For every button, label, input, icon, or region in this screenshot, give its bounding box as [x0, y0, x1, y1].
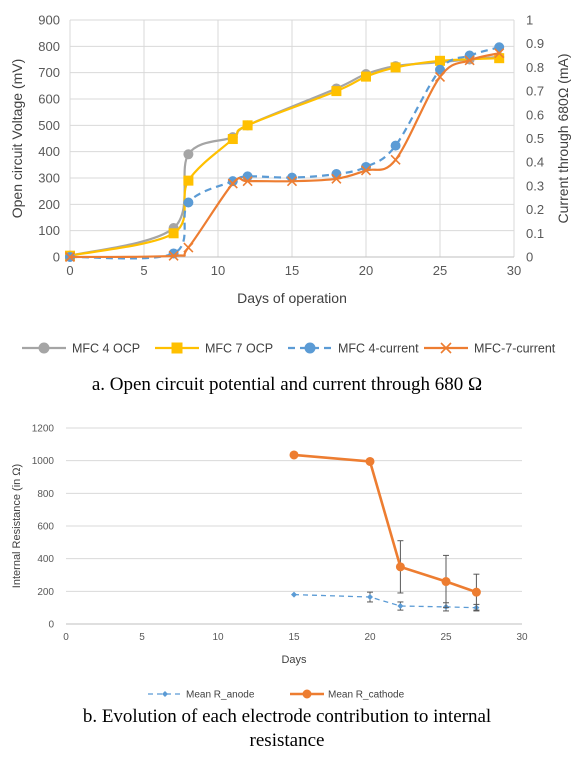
y2-tick-label: 0.3: [526, 178, 544, 193]
series-line: [294, 455, 476, 592]
y-tick-label: 200: [37, 587, 54, 598]
x-tick-label: 10: [211, 263, 225, 278]
legend-label: MFC 4-current: [338, 342, 419, 356]
y-tick-label: 400: [38, 144, 60, 159]
y-tick-label: 500: [38, 118, 60, 133]
x-tick-label: 25: [440, 632, 452, 643]
data-point: [291, 592, 297, 598]
legend-swatch-marker: [305, 343, 315, 353]
caption-a: a. Open circuit potential and current th…: [92, 374, 482, 395]
series-line: [70, 47, 499, 258]
y-tick-label: 600: [38, 92, 60, 107]
y-axis-title: Internal Resistance (in Ω): [11, 464, 23, 588]
y2-tick-label: 0.4: [526, 155, 544, 170]
data-point: [472, 588, 480, 596]
chart-internal-resistance: 0 200 400 600 800 1000 1200 0 5 10 15 20 25 30 Days Int…: [11, 424, 528, 667]
series-1: [66, 54, 504, 261]
x-tick-label: 20: [364, 632, 376, 643]
legend-swatch-marker: [39, 343, 49, 353]
legend-internal-resistance: Mean R_anode Mean R_cathode: [148, 690, 405, 701]
data-point: [243, 121, 252, 130]
data-point: [436, 56, 445, 65]
data-point: [290, 451, 298, 459]
data-point: [495, 54, 504, 63]
legend-swatch-marker: [172, 343, 182, 353]
legend-label: MFC 7 OCP: [205, 342, 273, 356]
y-tick-label: 700: [38, 65, 60, 80]
series-line: [70, 58, 499, 256]
x-axis-title: Days of operation: [237, 290, 347, 306]
y-tick-label: 600: [37, 522, 54, 533]
legend-swatch-marker: [162, 691, 168, 697]
data-point: [391, 63, 400, 72]
x-axis-title: Days: [281, 654, 307, 666]
x-tick-label: 20: [359, 263, 373, 278]
x-tick-label: 15: [288, 632, 300, 643]
data-point: [397, 603, 403, 609]
y-tick-label: 400: [37, 554, 54, 565]
y2-tick-label: 0: [526, 250, 533, 265]
series-0: [66, 52, 504, 260]
data-point: [442, 578, 450, 586]
legend-label: Mean R_anode: [186, 690, 255, 701]
data-point: [184, 243, 193, 252]
caption-b-line2: resistance: [250, 730, 325, 751]
data-point: [362, 72, 371, 81]
y2-tick-label: 0.6: [526, 107, 544, 122]
x-tick-label: 30: [507, 263, 521, 278]
y-tick-label: 100: [38, 223, 60, 238]
data-point: [396, 563, 404, 571]
x-tick-label: 5: [139, 632, 145, 643]
data-point: [332, 87, 341, 96]
data-point: [184, 198, 193, 207]
y-tick-label: 300: [38, 171, 60, 186]
data-point: [169, 229, 178, 238]
y2-tick-label: 1: [526, 13, 533, 28]
legend-label: MFC-7-current: [474, 342, 556, 356]
y-tick-label: 200: [38, 197, 60, 212]
data-point: [243, 172, 252, 181]
x-tick-label: 0: [66, 263, 73, 278]
y2-tick-label: 0.5: [526, 131, 544, 146]
data-point: [391, 155, 400, 164]
x-tick-label: 15: [285, 263, 299, 278]
y2-tick-label: 0.2: [526, 202, 544, 217]
data-point: [391, 141, 400, 150]
x-tick-label: 0: [63, 632, 69, 643]
y2-tick-label: 0.7: [526, 84, 544, 99]
y-tick-label: 1200: [32, 424, 55, 435]
series-line: [70, 53, 499, 257]
data-point: [367, 594, 373, 600]
caption-b-line1: b. Evolution of each electrode contribut…: [83, 706, 491, 727]
y-tick-label: 0: [48, 620, 54, 631]
y2-axis-title: Current through 680Ω (mA): [555, 54, 571, 224]
legend-swatch-marker: [303, 690, 311, 698]
legend-label: Mean R_cathode: [328, 690, 405, 701]
data-point: [184, 176, 193, 185]
y2-tick-label: 0.8: [526, 60, 544, 75]
data-point: [228, 135, 237, 144]
series-0: [291, 592, 479, 611]
x-tick-label: 30: [516, 632, 528, 643]
y-tick-label: 0: [53, 250, 60, 265]
data-point: [184, 150, 193, 159]
x-tick-label: 10: [212, 632, 224, 643]
y-tick-label: 800: [37, 489, 54, 500]
y-axis-title: Open circuit Voltage (mV): [9, 59, 25, 219]
data-point: [366, 457, 374, 465]
y-tick-label: 900: [38, 13, 60, 28]
y-tick-label: 800: [38, 39, 60, 54]
y-tick-label: 1000: [32, 456, 55, 467]
legend-label: MFC 4 OCP: [72, 342, 140, 356]
x-tick-label: 25: [433, 263, 447, 278]
y2-tick-label: 0.1: [526, 226, 544, 241]
series-1: [290, 451, 480, 610]
x-tick-label: 5: [140, 263, 147, 278]
legend-ocp-current: MFC 4 OCP MFC 7 OCP MFC 4-current MFC-7-cur…: [22, 342, 556, 356]
chart-ocp-current: 0 5 10 15 20 25 300100200300400500600700800900…: [9, 13, 571, 307]
series-line: [294, 595, 476, 608]
y2-tick-label: 0.9: [526, 36, 544, 51]
series-3: [66, 49, 504, 262]
